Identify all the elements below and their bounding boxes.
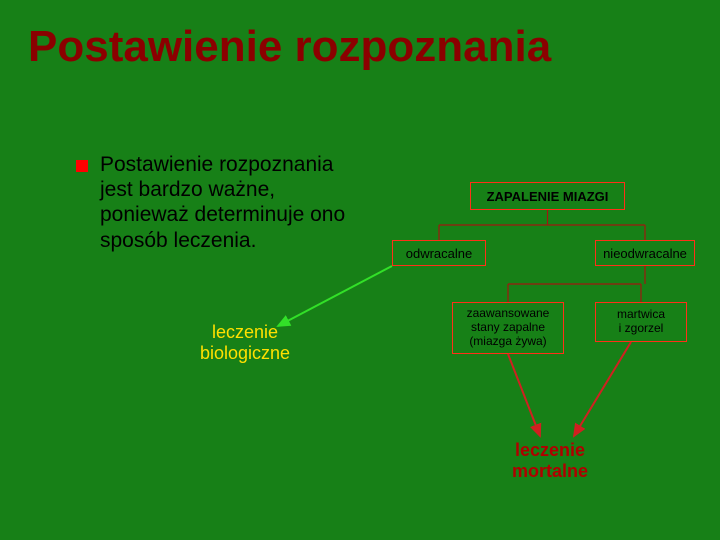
body-text: Postawienie rozpoznania jest bardzo ważn… — [100, 152, 360, 253]
bullet-icon — [76, 160, 88, 172]
node-root: ZAPALENIE MIAZGI — [470, 182, 625, 210]
node-irreversible: nieodwracalne — [595, 240, 695, 266]
node-irreversible-label: nieodwracalne — [603, 246, 687, 261]
node-advanced-inflammation: zaawansowane stany zapalne (miazga żywa) — [452, 302, 564, 354]
label-mortal-treatment: leczenie mortalne — [512, 440, 588, 481]
node-necrosis: martwica i zgorzel — [595, 302, 687, 342]
node-root-label: ZAPALENIE MIAZGI — [487, 189, 609, 204]
label-biological-treatment: leczenie biologiczne — [200, 322, 290, 363]
node-necrosis-label: martwica i zgorzel — [617, 308, 665, 336]
node-reversible-label: odwracalne — [406, 246, 473, 261]
connectors — [0, 0, 720, 540]
node-advanced-label: zaawansowane stany zapalne (miazga żywa) — [467, 307, 550, 348]
slide-title: Postawienie rozpoznania — [28, 22, 551, 72]
node-reversible: odwracalne — [392, 240, 486, 266]
